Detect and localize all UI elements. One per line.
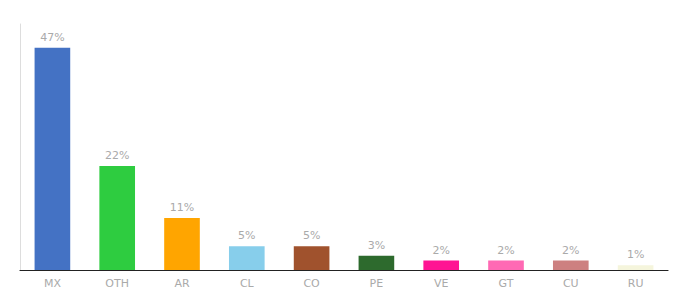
svg-text:CL: CL [240,277,255,290]
svg-text:RU: RU [628,277,644,290]
svg-text:OTH: OTH [105,277,129,290]
svg-text:CO: CO [303,277,320,290]
svg-text:MX: MX [44,277,61,290]
svg-text:5%: 5% [303,229,320,242]
svg-text:3%: 3% [368,239,385,252]
svg-text:1%: 1% [627,248,644,261]
svg-text:AR: AR [174,277,190,290]
svg-text:22%: 22% [105,149,129,162]
svg-text:5%: 5% [238,229,255,242]
svg-text:VE: VE [434,277,449,290]
svg-text:PE: PE [370,277,384,290]
svg-text:47%: 47% [40,31,64,44]
svg-text:CU: CU [563,277,579,290]
svg-text:2%: 2% [497,244,514,257]
svg-text:11%: 11% [170,201,194,214]
svg-text:GT: GT [499,277,514,290]
svg-text:2%: 2% [432,244,449,257]
svg-text:2%: 2% [562,244,579,257]
